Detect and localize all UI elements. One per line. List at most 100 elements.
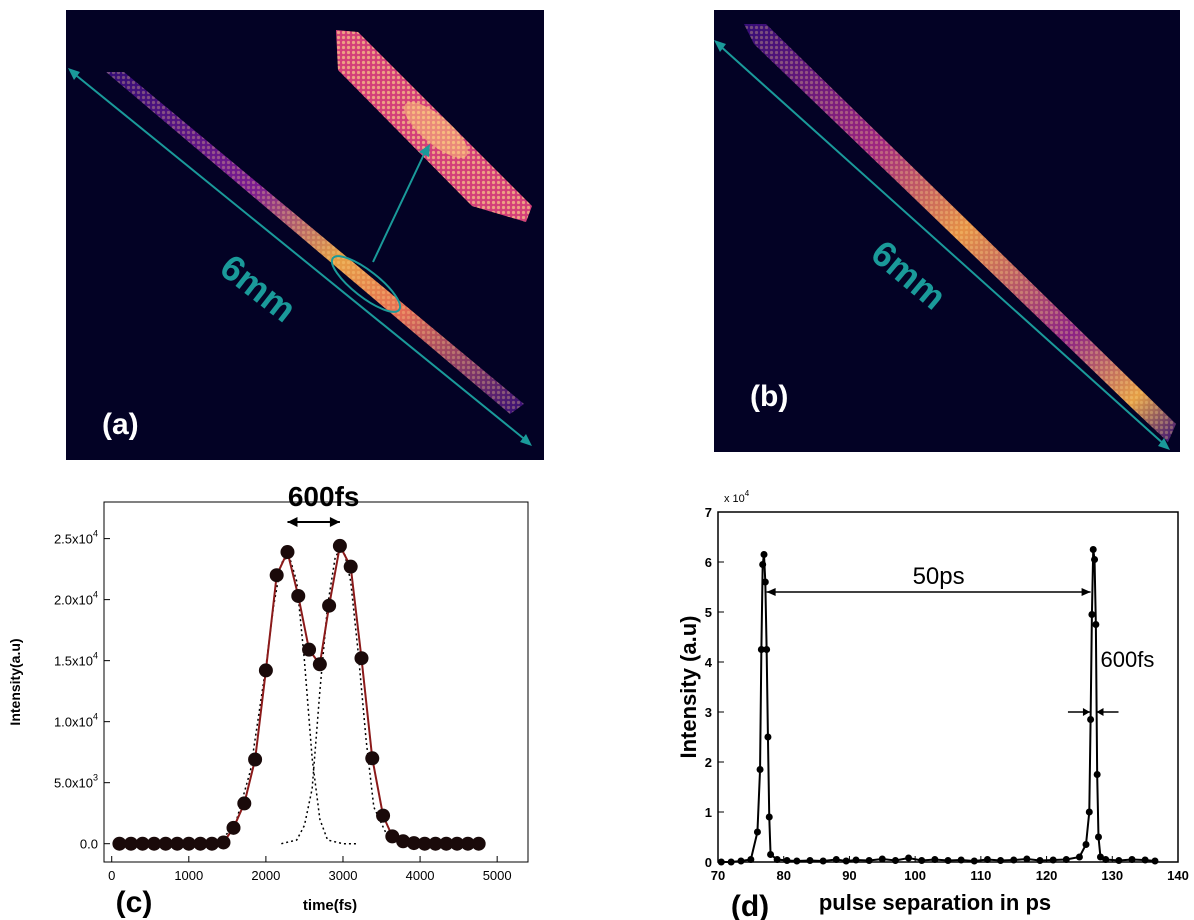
x-tick-label-c: 3000: [329, 868, 358, 883]
data-point-d: [1088, 611, 1096, 618]
y-tick-label-d: 4: [705, 655, 713, 670]
scale-arrow-a: [71, 71, 529, 443]
zoom-arrow: [372, 149, 427, 263]
data-point-d: [1062, 856, 1070, 863]
scale-arrow-a-head-end: [520, 434, 532, 446]
beam-image-a: 6mm (a): [66, 10, 544, 460]
data-point-d: [747, 856, 755, 863]
data-point-c: [406, 836, 421, 851]
annotation-600fs-d: 600fs: [1101, 647, 1155, 672]
y-tick-label-c: 1.0x104: [54, 712, 98, 730]
data-point-d: [1093, 771, 1101, 778]
y-tick-label-c: 2.5x104: [54, 529, 98, 547]
panel-label-b: (b): [750, 380, 789, 413]
y-axis-label-c: Intensity(a.u): [7, 638, 23, 725]
width-arrow-head-left-d: [1082, 708, 1090, 716]
data-point-c: [181, 836, 196, 851]
data-point-d: [1096, 853, 1104, 861]
data-point-c: [291, 588, 306, 603]
data-point-d: [773, 856, 781, 863]
zoom-arrow-head: [419, 144, 430, 157]
x-axis-label-c: time(fs): [303, 897, 357, 914]
data-point-d: [878, 855, 886, 863]
data-point-d: [757, 646, 765, 653]
x-tick-label-d: 90: [842, 868, 856, 883]
data-point-d: [763, 646, 771, 653]
data-point-d: [918, 857, 926, 864]
y-multiplier-exponent-d: 4: [745, 489, 750, 498]
data-point-d: [759, 561, 767, 568]
y-tick-label-d: 5: [705, 605, 712, 620]
separation-arrow-head-right-d: [1081, 588, 1091, 596]
data-point-c: [123, 836, 138, 851]
data-point-d: [753, 828, 761, 836]
data-point-d: [931, 856, 939, 863]
x-tick-label-c: 2000: [251, 868, 280, 883]
data-point-d: [793, 857, 801, 865]
scale-arrow-b-head-start: [714, 40, 726, 52]
data-point-c: [439, 836, 454, 851]
y-tick-label-d: 0: [705, 855, 712, 870]
data-point-c: [450, 836, 465, 851]
data-point-d: [944, 857, 952, 864]
data-point-d: [983, 856, 991, 863]
y-tick-exponent-c: 4: [93, 590, 98, 600]
annotation-600fs-c: 600fs: [288, 481, 360, 512]
data-point-d: [717, 858, 725, 866]
width-arrow-head-right-d: [1096, 708, 1104, 716]
scale-arrow-a-head-start: [68, 68, 80, 80]
data-point-c: [428, 836, 443, 851]
data-point-c: [193, 836, 208, 851]
data-point-d: [767, 851, 775, 858]
scale-arrow-b-head-end: [1158, 438, 1170, 450]
data-point-c: [417, 836, 432, 851]
separation-arrow-head-left-d: [766, 588, 776, 596]
data-point-d: [806, 857, 814, 864]
y-tick-label-c: 2.0x104: [54, 590, 98, 608]
data-point-c: [322, 598, 337, 613]
width-arrow-head-right-c: [329, 517, 340, 527]
beam-stripe-a-dots: [106, 72, 524, 414]
data-point-d: [865, 857, 873, 864]
x-tick-label-d: 130: [1101, 868, 1123, 883]
panel-label-a: (a): [102, 408, 139, 441]
panel-label-d: (d): [731, 890, 769, 920]
width-arrow-head-left-c: [287, 517, 298, 527]
x-tick-label-d: 110: [970, 868, 991, 883]
data-point-c: [269, 568, 284, 583]
beam-stripe-b-dots: [744, 24, 1176, 442]
data-point-d: [819, 857, 827, 865]
panel-label-c: (c): [116, 886, 153, 919]
zoom-inset-a-hotspot: [404, 102, 468, 158]
plot-frame-c: [103, 501, 529, 863]
data-point-d: [1036, 857, 1044, 864]
data-point-d: [997, 857, 1005, 864]
x-tick-label-c: 1000: [174, 868, 203, 883]
data-point-c: [112, 836, 127, 851]
x-tick-label-c: 5000: [483, 868, 512, 883]
data-point-c: [343, 559, 358, 574]
data-point-d: [1089, 546, 1097, 553]
data-point-c: [204, 836, 219, 851]
x-tick-label-d: 100: [904, 868, 926, 883]
chart-c: 0 1000 2000 3000 4000 5000 0.0 5.0x103 1.0x104 1.…: [7, 481, 529, 919]
data-point-d: [1085, 808, 1093, 816]
x-tick-label-d: 140: [1167, 868, 1189, 883]
data-point-d: [1151, 857, 1159, 865]
data-point-d: [1023, 855, 1031, 863]
data-point-d: [1075, 853, 1083, 861]
scale-arrow-b: [717, 43, 1167, 447]
data-point-c: [258, 663, 273, 678]
data-point-c: [135, 836, 150, 851]
data-point-d: [1082, 841, 1090, 848]
data-point-d: [737, 857, 745, 865]
data-point-d: [852, 856, 860, 864]
y-tick-label-c: 0.0: [80, 837, 98, 852]
data-point-d: [842, 857, 850, 865]
data-point-c: [460, 836, 475, 851]
data-point-d: [832, 856, 840, 863]
beam-image-b-graphic: [714, 24, 1176, 450]
highlight-ellipse: [330, 255, 402, 313]
data-point-c: [302, 642, 317, 657]
y-tick-label-d: 6: [705, 555, 712, 570]
